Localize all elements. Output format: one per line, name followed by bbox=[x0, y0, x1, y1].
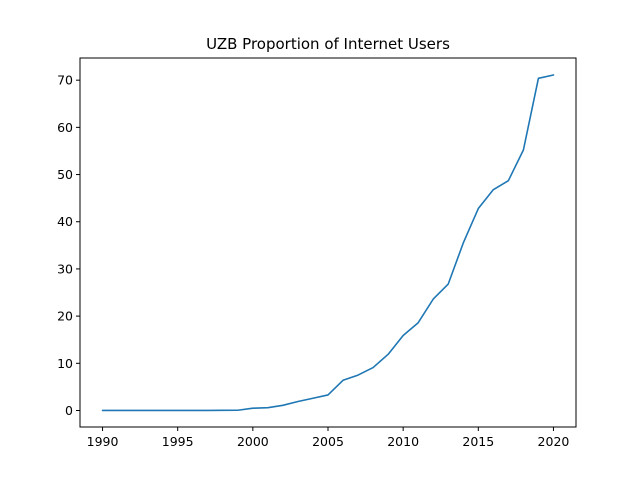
series-line bbox=[101, 74, 555, 412]
y-tick-label: 0 bbox=[65, 403, 73, 418]
x-tick-label: 2005 bbox=[312, 434, 344, 449]
x-tick-label: 1990 bbox=[87, 434, 119, 449]
x-tick-label: 2000 bbox=[237, 434, 269, 449]
y-tick-label: 50 bbox=[57, 167, 73, 182]
x-tick-label: 1995 bbox=[162, 434, 194, 449]
x-tick-label: 2015 bbox=[462, 434, 494, 449]
y-tick-label: 60 bbox=[57, 120, 73, 135]
y-tick-label: 30 bbox=[57, 261, 73, 276]
y-tick-label: 20 bbox=[57, 309, 73, 324]
y-tick-label: 10 bbox=[57, 356, 73, 371]
y-tick-label: 70 bbox=[57, 73, 73, 88]
plot-area bbox=[101, 74, 555, 412]
x-tick-label: 2010 bbox=[387, 434, 419, 449]
chart-title: UZB Proportion of Internet Users bbox=[206, 35, 450, 53]
y-axis: 0 10 20 30 40 50 60 70 bbox=[57, 73, 80, 418]
axes-frame bbox=[79, 57, 577, 428]
x-tick-label: 2020 bbox=[538, 434, 570, 449]
y-tick-label: 40 bbox=[57, 214, 73, 229]
x-axis: 1990 1995 2000 2005 2010 2015 2020 bbox=[87, 427, 570, 449]
